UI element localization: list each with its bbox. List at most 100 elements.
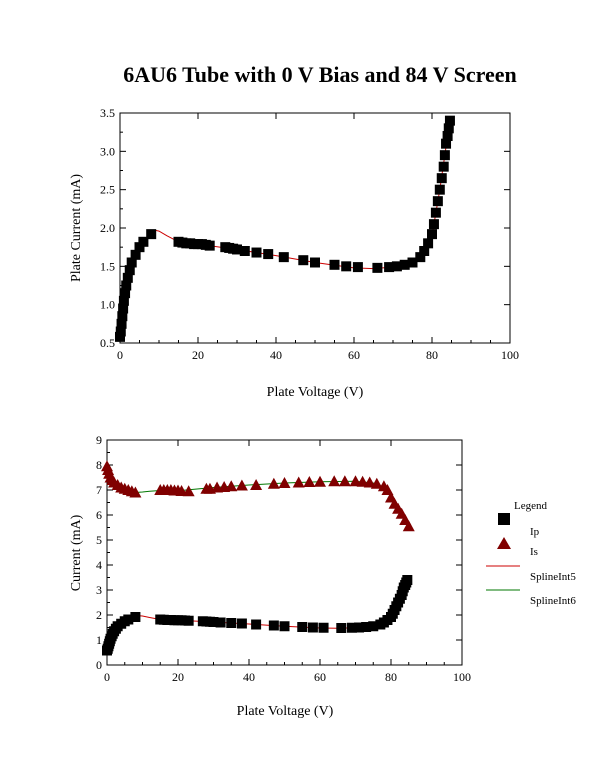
bottom-point-ip — [251, 619, 262, 630]
top-point-ip — [430, 207, 441, 218]
bottom-ytick-label: 7 — [96, 483, 102, 497]
top-point-ip — [134, 242, 145, 253]
bottom-axes: 0 20 40 60 80 100 0 1 2 3 4 5 6 7 8 9 — [96, 433, 471, 684]
bottom-point-is — [303, 476, 316, 487]
bottom-xtick-label: 80 — [385, 670, 397, 684]
bottom-point-ip — [361, 622, 372, 632]
bottom-point-ip — [215, 617, 226, 628]
top-xtick-label: 100 — [501, 348, 519, 362]
bottom-point-is — [338, 475, 351, 487]
legend: Legend Ip Is SplineInt5 SplineInt6 — [486, 500, 576, 607]
bottom-point-is — [356, 475, 369, 487]
top-point-ip — [263, 249, 274, 260]
top-ytick-label: 1.0 — [100, 298, 115, 312]
bottom-ytick-label: 5 — [96, 533, 102, 547]
top-point-ip — [115, 326, 126, 337]
top-point-ip — [122, 272, 133, 283]
top-fit-lines — [119, 118, 452, 337]
bottom-ytick-label: 0 — [96, 658, 102, 672]
top-point-ip — [204, 240, 215, 251]
bottom-point-ip — [297, 622, 308, 632]
top-ytick-label: 2.0 — [100, 221, 115, 235]
top-axes: 0 20 40 60 80 100 0.5 1.0 1.5 2.0 2.5 3.0 3.5 — [100, 106, 519, 362]
bottom-point-is — [182, 485, 195, 497]
legend-title: Legend — [514, 500, 547, 512]
bottom-ytick-label: 9 — [96, 433, 102, 447]
top-xtick-label: 60 — [348, 348, 360, 362]
top-point-ip — [428, 219, 439, 230]
bottom-fit-line-is — [106, 466, 410, 528]
top-point-ip — [329, 259, 340, 270]
bottom-point-is — [129, 486, 142, 498]
chart-top: 0 20 40 60 80 100 0.5 1.0 1.5 2.0 2.5 3.0 3.5 Plate … — [69, 106, 519, 400]
top-point-ip — [441, 138, 452, 149]
legend-label-is: Is — [530, 546, 538, 558]
top-point-ip — [423, 238, 434, 249]
bottom-point-ip — [123, 614, 134, 625]
top-point-ip — [443, 123, 454, 134]
bottom-point-is — [370, 477, 383, 489]
bottom-point-ip — [354, 622, 365, 633]
bottom-point-is — [328, 475, 341, 487]
bottom-point-ip — [402, 575, 413, 585]
top-point-ip — [427, 229, 437, 240]
bottom-point-ip — [236, 618, 247, 629]
bottom-point-ip — [346, 622, 357, 633]
top-point-ip — [116, 318, 127, 329]
top-point-ip — [444, 115, 455, 126]
bottom-ytick-label: 4 — [96, 558, 102, 572]
bottom-ytick-label: 1 — [96, 633, 102, 647]
bottom-xtick-label: 40 — [243, 670, 255, 684]
top-point-ip — [126, 257, 137, 268]
top-point-ip — [118, 303, 129, 314]
top-point-ip — [439, 150, 450, 161]
bottom-point-is — [402, 520, 415, 532]
bottom-xlabel: Plate Voltage (V) — [237, 704, 334, 719]
bottom-point-is — [363, 476, 376, 488]
bottom-point-ip — [226, 618, 237, 628]
legend-swatch-ip — [498, 513, 510, 525]
bottom-point-is — [267, 477, 280, 489]
top-point-ip — [239, 246, 250, 256]
bottom-ytick-label: 6 — [96, 508, 102, 522]
bottom-point-is — [292, 476, 305, 488]
top-point-ip — [372, 262, 383, 273]
bottom-fit-line-ip — [106, 579, 410, 651]
top-point-ip — [124, 265, 135, 276]
top-ylabel: Plate Current (mA) — [69, 174, 84, 282]
top-point-ip — [278, 252, 289, 263]
top-point-ip — [117, 311, 128, 322]
legend-label-splineint5: SplineInt5 — [530, 571, 576, 583]
bottom-xtick-label: 60 — [314, 670, 326, 684]
bottom-point-ip — [279, 621, 290, 632]
top-point-ip — [310, 257, 320, 268]
top-point-ip — [384, 262, 395, 273]
top-point-ip — [251, 247, 262, 258]
top-point-ip — [121, 280, 132, 291]
bottom-ytick-label: 8 — [96, 458, 102, 472]
bottom-point-ip — [130, 612, 141, 622]
top-ytick-label: 0.5 — [100, 336, 115, 350]
plot-area-top — [119, 112, 511, 344]
bottom-point-is — [278, 477, 291, 488]
bottom-point-ip — [307, 622, 318, 633]
bottom-point-is — [235, 479, 248, 491]
top-point-ip — [118, 295, 129, 306]
bottom-points — [101, 460, 415, 656]
top-point-ip — [298, 255, 309, 266]
bottom-point-ip — [318, 622, 329, 633]
top-point-ip — [391, 261, 402, 272]
top-point-ip — [442, 131, 453, 141]
bottom-ytick-label: 2 — [96, 608, 102, 622]
legend-label-splineint6: SplineInt6 — [530, 595, 576, 607]
bottom-point-is — [381, 484, 394, 495]
top-xtick-label: 80 — [426, 348, 438, 362]
top-xtick-label: 40 — [270, 348, 282, 362]
bottom-xtick-label: 0 — [104, 670, 110, 684]
top-point-ip — [352, 262, 363, 273]
legend-swatch-is — [497, 537, 511, 549]
top-point-ip — [138, 236, 149, 247]
top-ytick-label: 3.0 — [100, 144, 115, 158]
top-points — [115, 115, 455, 342]
